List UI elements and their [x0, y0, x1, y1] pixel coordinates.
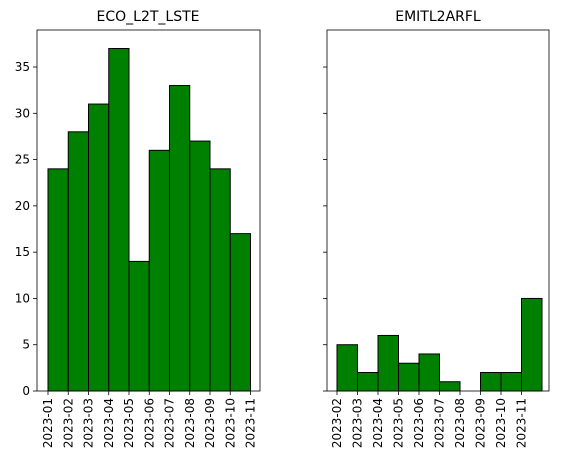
panel-title: ECO_L2T_LSTE: [97, 9, 200, 25]
bar-2023-03: [88, 103, 110, 392]
x-tick-label: 2023-06: [412, 398, 426, 448]
x-tick-label: 2023-03: [351, 398, 365, 448]
x-axis: 2023-01 2023-02 2023-03 2023-04 2023-05 2023-…: [41, 391, 258, 448]
y-tick-label: 20: [15, 199, 30, 213]
x-tick-label: 2023-11: [515, 398, 529, 448]
bar-2023-08: [189, 140, 211, 392]
bar-2023-02: [67, 131, 89, 392]
x-tick-label: 2023-09: [203, 398, 217, 448]
y-tick-label: 35: [15, 60, 30, 74]
x-tick-label: 2023-04: [371, 398, 385, 448]
bar-2023-11: [521, 297, 543, 392]
x-tick-label: 2023-03: [82, 398, 96, 448]
x-tick-label: 2023-02: [330, 398, 344, 448]
bar-2023-04: [377, 334, 399, 392]
x-tick-label: 2023-06: [142, 398, 156, 448]
bar-2023-09: [480, 371, 502, 392]
bars: [336, 297, 543, 392]
x-tick-label: 2023-02: [61, 398, 75, 448]
x-tick-label: 2023-07: [163, 398, 177, 448]
bar-2023-04: [108, 48, 130, 392]
bar-2023-01: [47, 168, 69, 392]
bar-2023-10: [229, 233, 251, 392]
bar-2023-03: [357, 371, 379, 392]
bar-2023-06: [148, 149, 170, 392]
x-tick-label: 2023-09: [474, 398, 488, 448]
x-tick-label: 2023-04: [102, 398, 116, 448]
bar-2023-09: [209, 168, 231, 392]
y-tick-label: 15: [15, 245, 30, 259]
axes-frame: [36, 29, 261, 392]
axes-frame: [326, 29, 550, 392]
bar-2023-07: [169, 85, 191, 392]
bar-2023-06: [418, 353, 440, 392]
bar-2023-05: [128, 260, 150, 392]
y-tick-label: 10: [15, 291, 30, 305]
y-tick-label: 0: [22, 384, 30, 398]
x-tick-label: 2023-07: [433, 398, 447, 448]
panel-title: EMITL2ARFL: [395, 9, 481, 25]
panel-emitl2arfl: EMITL2ARFL 2023-02 2023-03 2023-04 2023-05 2…: [323, 9, 550, 448]
y-tick-label: 25: [15, 153, 30, 167]
x-tick-label: 2023-08: [183, 398, 197, 448]
bar-2023-02: [336, 344, 358, 392]
y-tick-label: 30: [15, 106, 30, 120]
x-tick-label: 2023-11: [244, 398, 258, 448]
x-tick-label: 2023-05: [392, 398, 406, 448]
x-axis: 2023-02 2023-03 2023-04 2023-05 2023-06 2023-…: [330, 391, 529, 448]
bar-2023-07: [439, 381, 461, 392]
y-axis: [323, 66, 327, 392]
bars: [47, 48, 251, 392]
x-tick-label: 2023-08: [453, 398, 467, 448]
y-tick-label: 5: [22, 338, 30, 352]
x-tick-label: 2023-10: [223, 398, 237, 448]
x-tick-label: 2023-05: [122, 398, 136, 448]
y-axis: 0 5 10 15 20 25 30 35: [15, 60, 37, 398]
bar-2023-05: [398, 362, 420, 392]
x-tick-label: 2023-01: [41, 398, 55, 448]
bar-2023-10: [500, 371, 522, 392]
x-tick-label: 2023-10: [494, 398, 508, 448]
